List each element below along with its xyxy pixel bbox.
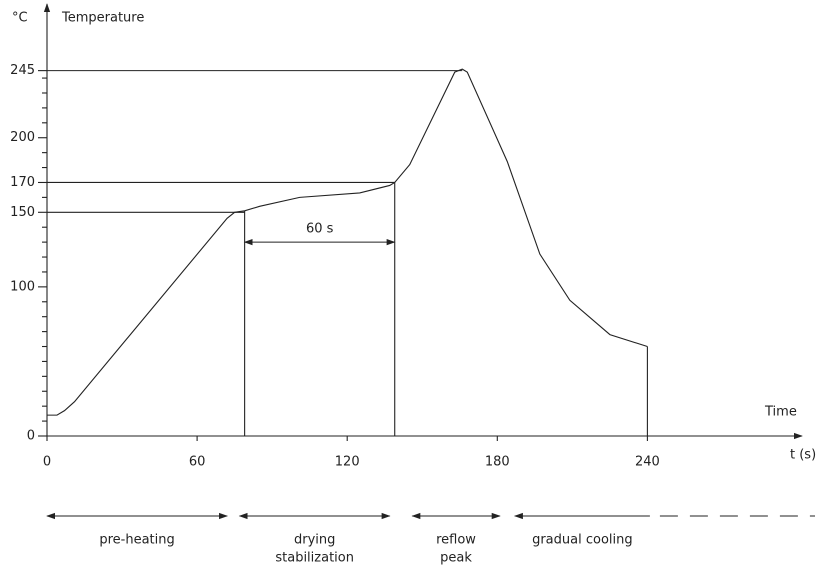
y-unit: °C xyxy=(12,11,28,26)
phase-label: pre-heating xyxy=(99,533,174,548)
span-label: 60 s xyxy=(306,222,334,237)
y-tick-label: 200 xyxy=(10,130,35,145)
x-unit: t (s) xyxy=(790,448,816,463)
phase-label: reflow xyxy=(436,533,476,548)
x-tick-label: 0 xyxy=(43,455,51,470)
phase-label: gradual cooling xyxy=(532,533,633,548)
x-tick-label: 120 xyxy=(335,455,360,470)
y-tick-label: 100 xyxy=(10,279,35,294)
y-tick-label: 0 xyxy=(27,429,35,444)
x-tick-label: 180 xyxy=(485,455,510,470)
phase-label: peak xyxy=(440,551,472,566)
phase-label: stabilization xyxy=(275,551,354,566)
profile-line xyxy=(47,68,648,416)
y-axis-title: Temperature xyxy=(61,11,144,26)
y-tick-label: 245 xyxy=(10,63,35,78)
x-tick-label: 60 xyxy=(189,455,206,470)
y-tick-label: 170 xyxy=(10,175,35,190)
y-tick-label: 150 xyxy=(10,205,35,220)
phase-label: drying xyxy=(294,533,335,548)
x-tick-label: 240 xyxy=(635,455,660,470)
x-axis-title: Time xyxy=(764,405,797,420)
